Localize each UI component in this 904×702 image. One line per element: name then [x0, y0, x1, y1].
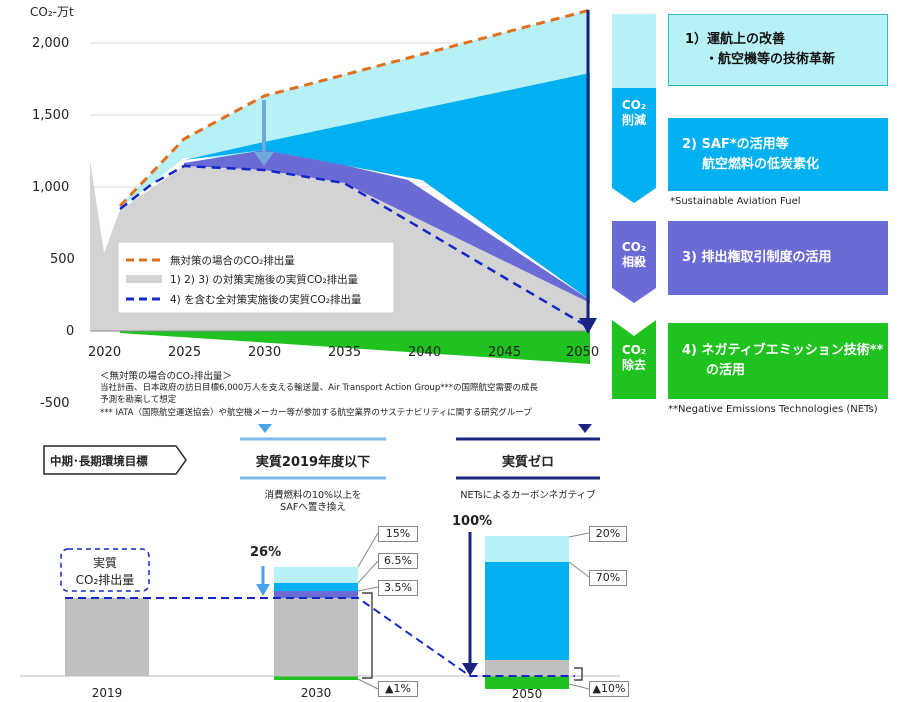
chevron-reduce-lower	[612, 88, 656, 203]
chevron-remove-label: CO₂ 除去	[612, 343, 656, 373]
bar-2030-green	[274, 676, 358, 680]
x-tick-2025: 2025	[168, 345, 202, 360]
target-long-sub: NETsによるカーボンネガティブ	[460, 490, 596, 501]
bar-2050-gray	[485, 660, 569, 676]
net-label-line-2: CO₂排出量	[75, 573, 135, 587]
callout-lines	[357, 532, 590, 690]
y-axis-title: CO₂-万t	[30, 5, 74, 19]
bar-year-2030: 2030	[300, 686, 332, 700]
marker-2030	[258, 424, 272, 433]
net-label-box	[60, 548, 150, 592]
arrow-26-head	[256, 584, 270, 596]
bar-2030-gray	[274, 598, 358, 676]
bracket-2050	[574, 667, 583, 681]
arrow-100-head	[462, 663, 478, 676]
legend-item-all-measures: 4) を含む全対策実施後の実質CO₂排出量	[170, 294, 362, 306]
series-no-action-line	[118, 8, 591, 208]
net-emission-dashline	[65, 597, 575, 677]
pct-26-label: 26%	[250, 545, 282, 560]
bar-2019-gray	[65, 598, 149, 676]
saf-footnote: *Sustainable Aviation Fuel	[670, 196, 801, 207]
y-tick-2000: 2,000	[32, 36, 70, 51]
legend-box	[117, 241, 395, 314]
marker-2050	[578, 424, 592, 433]
lever-1-line-1: 1）運航上の改善	[685, 32, 786, 47]
bracket-2030	[362, 592, 373, 679]
target-mid-title: 実質2019年度以下	[255, 455, 371, 470]
target-label-shape	[43, 445, 187, 475]
area-light-cyan	[120, 10, 590, 209]
chevron-offset-text: CO₂ 相殺	[621, 240, 647, 269]
x-tick-2035: 2035	[328, 345, 362, 360]
y-tick-1000: 1,000	[32, 180, 70, 195]
legend-item-no-action: 無対策の場合のCO₂排出量	[170, 255, 295, 267]
arrow-2030-head	[254, 152, 274, 166]
note-line-1: ＜無対策の場合のCO₂排出量＞	[100, 371, 232, 382]
x-tick-2050: 2050	[566, 345, 600, 360]
lever-4-line-2: の活用	[706, 363, 746, 378]
y-tick-minus500: -500	[40, 396, 70, 411]
area-purple-offset	[184, 150, 590, 303]
y-tick-500: 500	[50, 252, 75, 267]
x-tick-2020: 2020	[88, 345, 122, 360]
chevron-reduce-text: CO₂ 削減	[621, 98, 647, 127]
pct-box-m1: ▲1%	[378, 681, 418, 697]
x-tick-2030: 2030	[248, 345, 282, 360]
target-mid-sub-2: SAFへ置き換え	[280, 502, 346, 513]
net-label-line-1: 実質	[92, 556, 117, 570]
bar-2030-blue	[274, 583, 358, 591]
note-line-4: *** IATA（国際航空運送協会）や航空機メーカー等が参加する航空業界のサステ…	[100, 408, 532, 418]
lever-4-line-1: 4) ネガティブエミッション技術**	[682, 343, 884, 358]
note-line-3: 予測を勘案して想定	[100, 395, 177, 405]
bar-2030-cyan	[274, 567, 358, 583]
lever-box-3: 3) 排出権取引制度の活用	[668, 221, 888, 295]
lever-box-2: 2) SAF*の活用等 航空燃料の低炭素化	[668, 118, 888, 191]
bar-2050-cyan	[485, 536, 569, 562]
lever-2-line-1: 2) SAF*の活用等	[682, 136, 789, 152]
series-all-measures-line	[119, 164, 591, 330]
pct-box-3-5: 3.5%	[378, 580, 418, 596]
pct-box-m10: ▲10%	[589, 681, 629, 697]
pct-box-6-5: 6.5%	[378, 553, 418, 569]
target-mid-sub-1: 消費燃料の10%以上を	[264, 490, 362, 501]
x-tick-2045: 2045	[488, 345, 522, 360]
lever-1-line-2: ・航空機等の技術革新	[705, 52, 836, 67]
y-tick-0: 0	[66, 324, 75, 339]
legend-item-measures-1-3: 1) 2) 3) の対策実施後の実質CO₂排出量	[170, 274, 359, 286]
y-tick-1500: 1,500	[32, 108, 70, 123]
bar-2050-green	[485, 676, 569, 689]
lever-box-4: 4) ネガティブエミッション技術** の活用	[668, 323, 888, 399]
pct-box-70: 70%	[589, 570, 627, 586]
target-long-title: 実質ゼロ	[501, 455, 554, 470]
lever-2-line-2: 航空燃料の低炭素化	[702, 156, 820, 172]
lever-3-line-1: 3) 排出権取引制度の活用	[682, 250, 832, 265]
area-cyan-saf	[184, 73, 590, 300]
chevron-offset-label: CO₂ 相殺	[612, 240, 656, 270]
bar-year-2019: 2019	[91, 686, 123, 700]
pct-box-20: 20%	[589, 526, 627, 542]
target-label: 中期･長期環境目標	[50, 454, 148, 468]
lever-box-1: 1）運航上の改善 ・航空機等の技術革新	[668, 14, 888, 86]
x-tick-2040: 2040	[408, 345, 442, 360]
bar-2050-blue	[485, 562, 569, 660]
chevron-remove-text: CO₂ 除去	[621, 343, 647, 372]
bar-2030-purple	[274, 591, 358, 598]
nets-footnote: **Negative Emissions Technologies (NETs)	[668, 404, 878, 415]
pct-100-label: 100%	[452, 514, 493, 529]
area-green-negative	[120, 331, 590, 364]
chevron-remove	[612, 320, 656, 399]
note-line-2: 当社計画、日本政府の訪日目標6,000万人を支える輸送量、Air Transpo…	[100, 383, 538, 393]
arrow-2050-head	[579, 318, 597, 334]
bar-year-2050: 2050	[511, 687, 543, 701]
chevron-reduce-label: CO₂ 削減	[612, 98, 656, 128]
chevron-offset	[612, 221, 656, 303]
pct-box-15: 15%	[378, 526, 418, 542]
